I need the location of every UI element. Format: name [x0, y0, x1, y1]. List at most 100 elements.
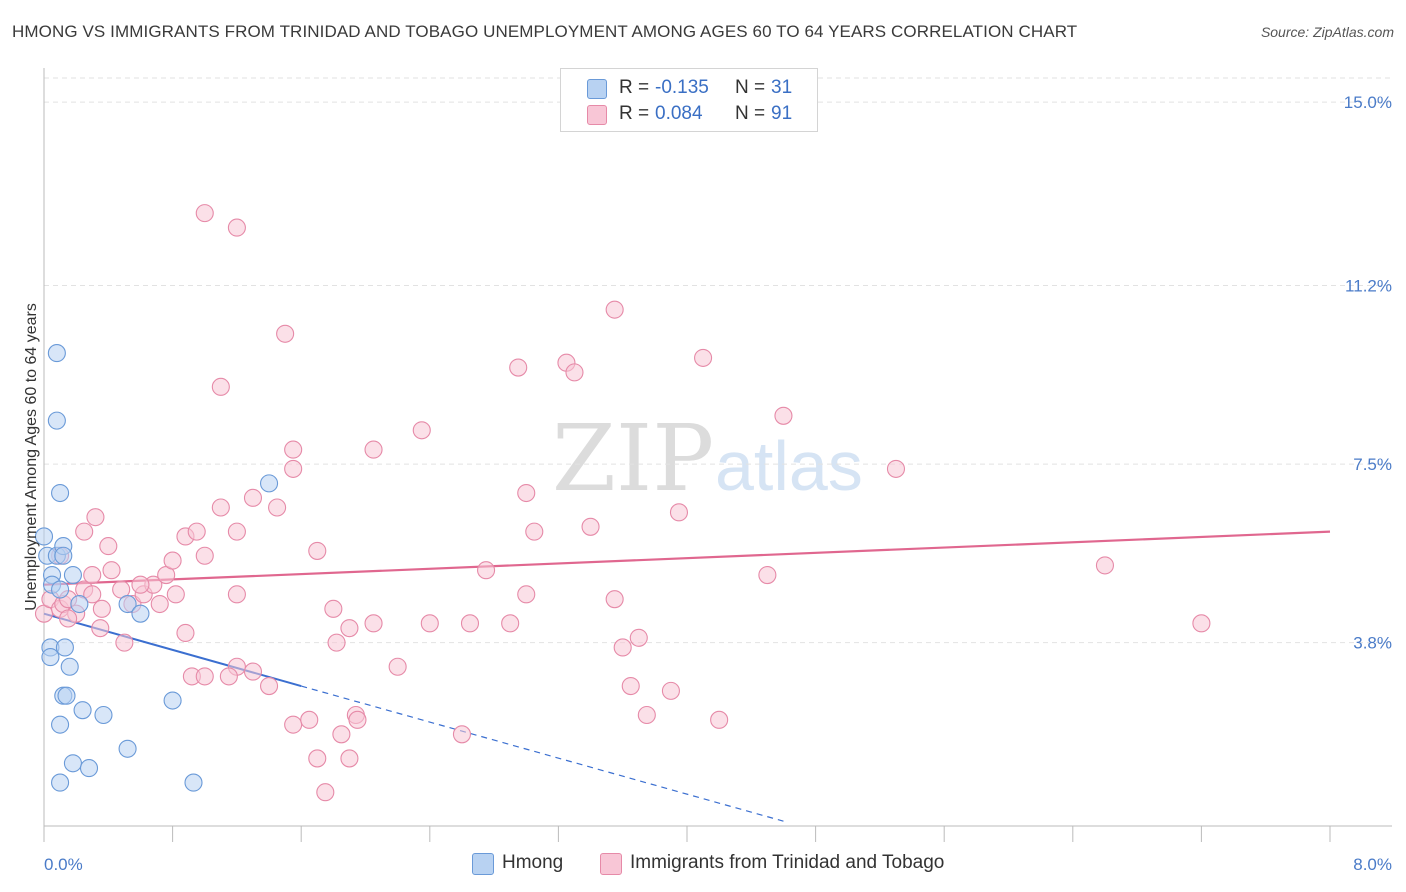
trinidad-point	[308, 749, 327, 768]
y-tick-label: 3.8%	[1353, 634, 1392, 653]
trinidad-point	[324, 599, 343, 618]
x-tick-label-max: 8.0%	[1353, 855, 1392, 874]
legend-swatch-hmong	[587, 79, 607, 99]
trinidad-point	[525, 522, 544, 541]
chart-title: HMONG VS IMMIGRANTS FROM TRINIDAD AND TO…	[12, 22, 1078, 41]
trinidad-point	[227, 218, 246, 237]
trinidad-point	[219, 667, 238, 686]
trinidad-point	[340, 749, 359, 768]
axes	[43, 68, 1392, 842]
hmong-point	[34, 527, 54, 546]
trinidad-point	[166, 585, 185, 604]
trinidad-point	[211, 377, 230, 396]
legend-swatch-trinidad	[587, 105, 607, 125]
hmong-point	[51, 483, 70, 503]
hmong-point	[55, 638, 74, 657]
trinidad-point	[115, 633, 134, 652]
trinidad-point	[565, 363, 584, 382]
trinidad-trend-line	[43, 530, 1331, 586]
trinidad-point	[316, 783, 335, 802]
trinidad-point	[629, 628, 648, 647]
trinidad-point	[758, 566, 777, 585]
trinidad-point	[211, 498, 230, 517]
y-tick-label: 11.2%	[1345, 277, 1392, 296]
trinidad-point	[1095, 556, 1114, 575]
legend: R = -0.135 N = 31 R = 0.084 N = 91	[560, 68, 818, 132]
trinidad-point	[694, 348, 713, 367]
trinidad-point	[605, 300, 624, 319]
trinidad-point	[243, 488, 263, 507]
hmong-point	[51, 580, 70, 599]
hmong-point	[118, 594, 137, 614]
trinidad-point	[774, 406, 793, 425]
legend-n-value-trinidad: 91	[771, 103, 793, 124]
trinidad-point	[661, 681, 680, 700]
hmong-point	[51, 715, 70, 734]
trinidad-point	[131, 575, 150, 594]
trinidad-point	[83, 566, 102, 585]
trinidad-point	[886, 459, 906, 478]
x-tick-label-min: 0.0%	[44, 855, 83, 874]
source-credit: Source: ZipAtlas.com	[1260, 24, 1394, 40]
watermark-atlas: atlas	[715, 427, 863, 505]
legend-r-label: R =	[619, 103, 650, 124]
trinidad-point	[99, 537, 118, 556]
trinidad-point	[388, 657, 407, 676]
trinidad-point	[613, 638, 632, 657]
trinidad-point	[86, 508, 105, 527]
hmong-point	[63, 566, 82, 585]
trinidad-point	[501, 614, 520, 633]
y-axis-label: Unemployment Among Ages 60 to 64 years	[23, 303, 40, 611]
trinidad-point	[621, 677, 640, 696]
trinidad-point	[477, 561, 496, 580]
hmong-point	[73, 701, 92, 720]
legend-n-label: N =	[735, 103, 766, 124]
trinidad-point	[669, 503, 689, 522]
hmong-point	[51, 773, 70, 792]
bottom-legend-label-hmong: Hmong	[502, 852, 564, 873]
hmong-point	[54, 546, 73, 565]
hmong-point	[163, 691, 182, 710]
hmong-trend-extension	[301, 685, 784, 822]
trinidad-point	[581, 517, 600, 536]
trinidad-point	[195, 546, 214, 565]
hmong-point	[57, 686, 76, 705]
legend-r-label: R =	[619, 77, 650, 98]
trinidad-point	[75, 522, 94, 541]
trinidad-point	[102, 561, 121, 580]
hmong-point	[79, 759, 99, 778]
trinidad-point	[59, 609, 78, 628]
trinidad-point	[364, 440, 383, 459]
legend-r-value-trinidad: 0.084	[655, 103, 703, 124]
trinidad-point	[605, 590, 624, 609]
trinidad-point	[163, 551, 182, 570]
watermark-zip: ZIP	[552, 405, 714, 512]
trinidad-point	[308, 541, 327, 560]
trinidad-point	[364, 614, 383, 633]
hmong-point	[47, 344, 66, 363]
legend-r-value-hmong: -0.135	[655, 77, 709, 98]
bottom-legend-label-trinidad: Immigrants from Trinidad and Tobago	[630, 852, 945, 873]
trinidad-point	[509, 358, 528, 377]
trinidad-point	[83, 585, 102, 604]
hmong-point	[131, 604, 150, 623]
trinidad-point	[332, 725, 351, 744]
trinidad-point	[517, 483, 536, 503]
trinidad-point	[284, 459, 303, 478]
trinidad-point	[176, 623, 195, 643]
bottom-legend-swatch-trinidad	[600, 853, 622, 875]
trinidad-point	[420, 614, 439, 633]
hmong-point	[47, 411, 66, 430]
trinidad-point	[195, 204, 214, 223]
hmong-point	[70, 594, 89, 614]
trinidad-point	[92, 599, 111, 618]
trinidad-point	[150, 594, 169, 614]
legend-n-value-hmong: 31	[771, 77, 793, 98]
hmong-trend-line	[43, 612, 302, 688]
trinidad-point	[227, 585, 246, 604]
data-points	[34, 204, 1211, 802]
trinidad-point	[348, 710, 367, 729]
trinidad-point	[340, 619, 359, 638]
trinidad-point	[300, 710, 319, 729]
legend-n-label: N =	[735, 77, 766, 98]
